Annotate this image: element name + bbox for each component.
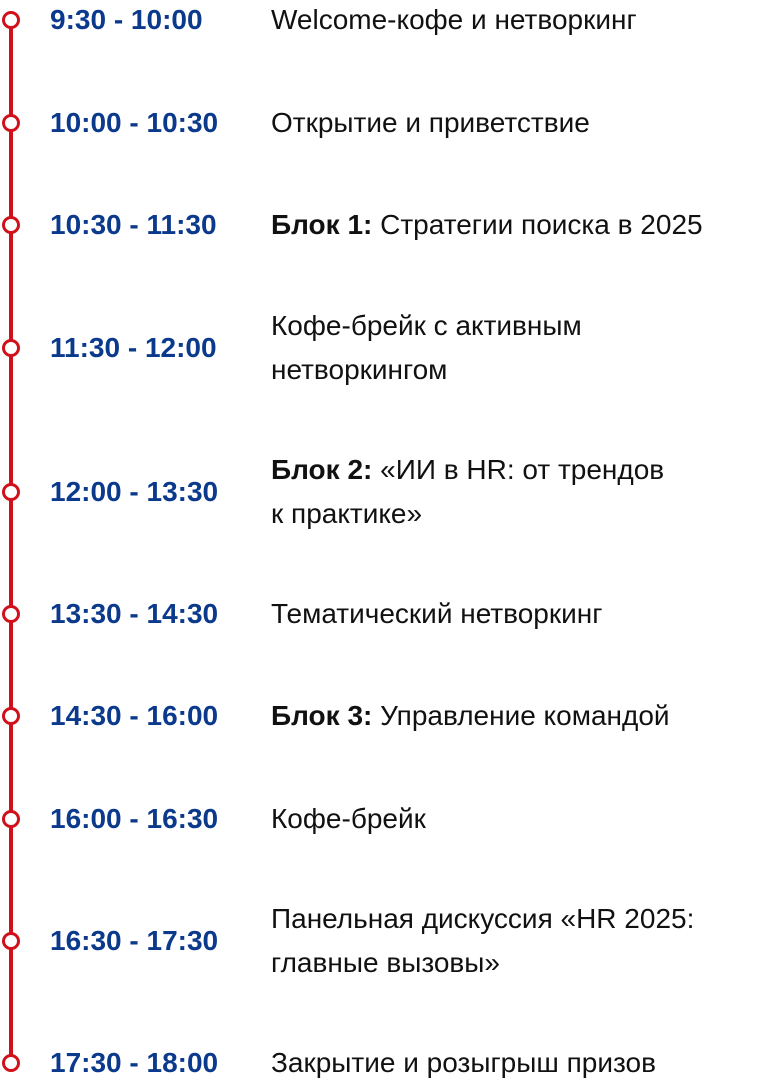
description-line: Кофе-брейк (271, 797, 426, 841)
description-line: Закрытие и розыгрыш призов (271, 1041, 656, 1085)
description-line: Блок 3: Управление командой (271, 694, 670, 738)
description-line: Открытие и приветствие (271, 101, 590, 145)
timeline-dot (2, 339, 20, 357)
description-line: нетворкингом (271, 348, 582, 392)
description-line: к практике» (271, 492, 664, 536)
time: 13:30 - 14:30 (50, 598, 219, 629)
description-line: главные вызовы» (271, 941, 694, 985)
description-line: Welcome-кофе и нетворкинг (271, 0, 637, 42)
time: 16:00 - 16:30 (50, 803, 219, 834)
description-line: Кофе-брейк с активным (271, 304, 582, 348)
time: 16:30 - 17:30 (50, 925, 219, 956)
description-text: нетворкингом (271, 354, 448, 385)
description: Welcome-кофе и нетворкинг (271, 0, 637, 42)
description-text: Стратегии поиска в 2025 (380, 209, 703, 240)
description: Кофе-брейк (271, 797, 426, 841)
block-label: Блок 2: (271, 454, 373, 485)
description: Блок 3: Управление командой (271, 694, 670, 738)
timeline-dot (2, 1054, 20, 1072)
time: 12:00 - 13:30 (50, 476, 219, 507)
description: Кофе-брейк с активным нетворкингом (271, 304, 582, 392)
description-line: Блок 2: «ИИ в HR: от трендов (271, 448, 664, 492)
description-text: Welcome-кофе и нетворкинг (271, 4, 637, 35)
block-label: Блок 3: (271, 700, 373, 731)
description-line: Панельная дискуссия «HR 2025: (271, 897, 694, 941)
description-text: Панельная дискуссия «HR 2025: (271, 903, 695, 934)
description: Блок 2: «ИИ в HR: от трендов к практике» (271, 448, 664, 536)
block-label: Блок 1: (271, 209, 373, 240)
description: Панельная дискуссия «HR 2025: главные выз… (271, 897, 694, 985)
timeline-dot (2, 932, 20, 950)
description-text: к практике» (271, 498, 423, 529)
description-text: Закрытие и розыгрыш призов (271, 1047, 656, 1078)
description-line: Тематический нетворкинг (271, 592, 602, 636)
time: 9:30 - 10:00 (50, 4, 203, 35)
description-line: Блок 1: Стратегии поиска в 2025 (271, 203, 703, 247)
description-text: «ИИ в HR: от трендов (380, 454, 665, 485)
description: Закрытие и розыгрыш призов (271, 1041, 656, 1085)
time: 11:30 - 12:00 (50, 332, 217, 363)
timeline-dot (2, 216, 20, 234)
description-text: Открытие и приветствие (271, 107, 590, 138)
time: 17:30 - 18:00 (50, 1047, 219, 1078)
time: 10:30 - 11:30 (50, 209, 217, 240)
description-text: Управление командой (380, 700, 670, 731)
timeline-dot (2, 605, 20, 623)
timeline-dot (2, 11, 20, 29)
description-text: Кофе-брейк с активным (271, 310, 582, 341)
description-text: Кофе-брейк (271, 803, 426, 834)
timeline-dot (2, 114, 20, 132)
timeline-rail (9, 22, 13, 1064)
description-text: Тематический нетворкинг (271, 598, 603, 629)
description-text: главные вызовы» (271, 947, 500, 978)
description: Открытие и приветствие (271, 101, 590, 145)
timeline-dot (2, 483, 20, 501)
time: 10:00 - 10:30 (50, 107, 219, 138)
timeline-dot (2, 707, 20, 725)
timeline-dot (2, 810, 20, 828)
time: 14:30 - 16:00 (50, 700, 219, 731)
description: Тематический нетворкинг (271, 592, 602, 636)
description: Блок 1: Стратегии поиска в 2025 (271, 203, 703, 247)
